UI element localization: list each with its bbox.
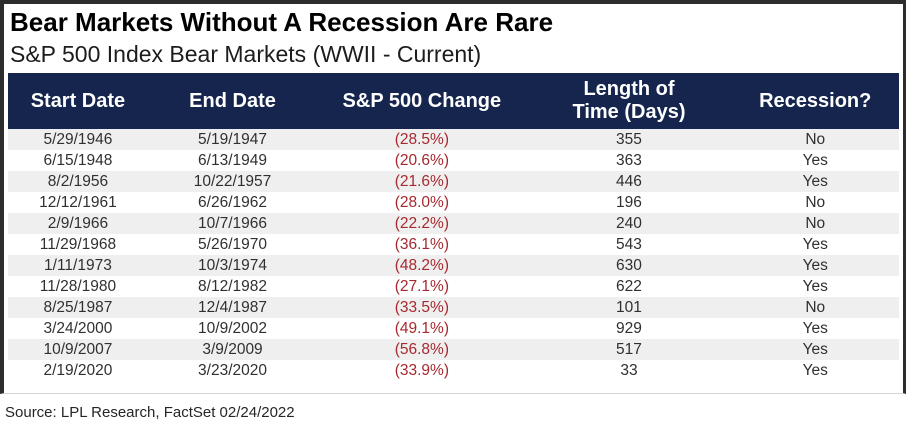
- cell-length-days: 240: [616, 215, 642, 233]
- table-row: 10/9/2007 3/9/2009 (56.8%) 517 Yes: [8, 339, 899, 361]
- cell-end-date: 10/9/2002: [198, 320, 267, 338]
- cell-sp500-change: (27.1%): [394, 278, 449, 296]
- cell-sp500-change: (22.2%): [394, 215, 449, 233]
- cell-start-date: 8/2/1956: [47, 173, 109, 191]
- cell-recession: Yes: [802, 236, 828, 254]
- cell-start-date: 2/9/1966: [47, 215, 109, 233]
- column-header-label: Length of Time (Days): [572, 78, 686, 124]
- table-row: 12/12/1961 6/26/1962 (28.0%) 196 No: [8, 192, 899, 214]
- cell-length-days: 355: [616, 131, 642, 149]
- cell-sp500-change: (36.1%): [394, 236, 449, 254]
- cell-recession: No: [805, 194, 826, 212]
- cell-end-date: 10/3/1974: [198, 257, 267, 275]
- cell-sp500-change: (48.2%): [394, 257, 449, 275]
- cell-sp500-change: (28.0%): [394, 194, 449, 212]
- cell-sp500-change: (49.1%): [394, 320, 449, 338]
- cell-start-date: 11/29/1968: [39, 236, 117, 254]
- cell-recession: Yes: [802, 362, 828, 380]
- chart-subtitle: S&P 500 Index Bear Markets (WWII - Curre…: [10, 40, 482, 67]
- column-header-start-date: Start Date: [8, 73, 148, 130]
- cell-end-date: 6/13/1949: [198, 152, 267, 170]
- cell-length-days: 543: [616, 236, 642, 254]
- cell-end-date: 5/19/1947: [198, 131, 267, 149]
- table-row: 5/29/1946 5/19/1947 (28.5%) 355 No: [8, 129, 899, 151]
- cell-sp500-change: (21.6%): [394, 173, 449, 191]
- cell-length-days: 363: [616, 152, 642, 170]
- table-row: 11/28/1980 8/12/1982 (27.1%) 622 Yes: [8, 276, 899, 298]
- cell-end-date: 5/26/1970: [198, 236, 267, 254]
- chart-frame: Bear Markets Without A Recession Are Rar…: [0, 0, 906, 395]
- table-body: 5/29/1946 5/19/1947 (28.5%) 355 No 6/15/1948 6…: [8, 129, 899, 382]
- cell-length-days: 196: [616, 194, 642, 212]
- cell-sp500-change: (56.8%): [394, 341, 449, 359]
- cell-start-date: 3/24/2000: [43, 320, 113, 338]
- cell-sp500-change: (28.5%): [394, 131, 449, 149]
- cell-recession: Yes: [802, 152, 828, 170]
- cell-recession: Yes: [802, 257, 828, 275]
- cell-recession: No: [805, 215, 826, 233]
- cell-sp500-change: (20.6%): [394, 152, 449, 170]
- cell-recession: Yes: [802, 278, 828, 296]
- cell-length-days: 929: [616, 320, 642, 338]
- column-header-length-days: Length of Time (Days): [526, 73, 732, 130]
- cell-recession: Yes: [802, 320, 828, 338]
- cell-sp500-change: (33.9%): [394, 362, 449, 380]
- table-row: 6/15/1948 6/13/1949 (20.6%) 363 Yes: [8, 150, 899, 172]
- cell-length-days: 517: [616, 341, 642, 359]
- cell-length-days: 101: [616, 299, 642, 317]
- cell-recession: Yes: [802, 173, 828, 191]
- cell-end-date: 8/12/1982: [198, 278, 267, 296]
- column-header-label: S&P 500 Change: [342, 89, 502, 112]
- bear-markets-table: Start Date End Date S&P 500 Change Lengt…: [8, 73, 899, 382]
- cell-length-days: 446: [616, 173, 642, 191]
- cell-recession: No: [805, 299, 826, 317]
- column-header-label: Recession?: [759, 89, 872, 112]
- header-row: Start Date End Date S&P 500 Change Lengt…: [8, 73, 899, 130]
- cell-end-date: 10/22/1957: [193, 173, 272, 191]
- cell-start-date: 8/25/1987: [43, 299, 113, 317]
- cell-length-days: 630: [616, 257, 642, 275]
- table-row: 8/2/1956 10/22/1957 (21.6%) 446 Yes: [8, 171, 899, 193]
- cell-end-date: 3/9/2009: [202, 341, 263, 359]
- cell-sp500-change: (33.5%): [394, 299, 449, 317]
- chart-title: Bear Markets Without A Recession Are Rar…: [10, 7, 554, 37]
- column-header-end-date: End Date: [147, 73, 318, 130]
- cell-start-date: 10/9/2007: [43, 341, 113, 359]
- cell-length-days: 622: [616, 278, 642, 296]
- table-row: 8/25/1987 12/4/1987 (33.5%) 101 No: [8, 297, 899, 319]
- column-header-recession: Recession?: [731, 73, 899, 130]
- cell-end-date: 10/7/1966: [198, 215, 267, 233]
- cell-start-date: 12/12/1961: [39, 194, 117, 212]
- cell-start-date: 5/29/1946: [43, 131, 113, 149]
- column-header-sp500-change: S&P 500 Change: [317, 73, 527, 130]
- cell-length-days: 33: [620, 362, 638, 380]
- cell-recession: No: [805, 131, 826, 149]
- table-row: 3/24/2000 10/9/2002 (49.1%) 929 Yes: [8, 318, 899, 340]
- cell-start-date: 2/19/2020: [43, 362, 113, 380]
- cell-start-date: 6/15/1948: [43, 152, 113, 170]
- cell-end-date: 12/4/1987: [198, 299, 267, 317]
- column-header-label: Start Date: [30, 89, 126, 112]
- table-row: 2/19/2020 3/23/2020 (33.9%) 33 Yes: [8, 360, 899, 382]
- table-row: 1/11/1973 10/3/1974 (48.2%) 630 Yes: [8, 255, 899, 277]
- table-header: Start Date End Date S&P 500 Change Lengt…: [8, 73, 899, 130]
- cell-start-date: 11/28/1980: [39, 278, 117, 296]
- table-row: 11/29/1968 5/26/1970 (36.1%) 543 Yes: [8, 234, 899, 256]
- cell-recession: Yes: [802, 341, 828, 359]
- table-row: 2/9/1966 10/7/1966 (22.2%) 240 No: [8, 213, 899, 235]
- column-header-label: End Date: [189, 89, 276, 112]
- cell-start-date: 1/11/1973: [44, 257, 112, 275]
- source-note: Source: LPL Research, FactSet 02/24/2022: [5, 404, 295, 422]
- cell-end-date: 3/23/2020: [198, 362, 267, 380]
- cell-end-date: 6/26/1962: [198, 194, 267, 212]
